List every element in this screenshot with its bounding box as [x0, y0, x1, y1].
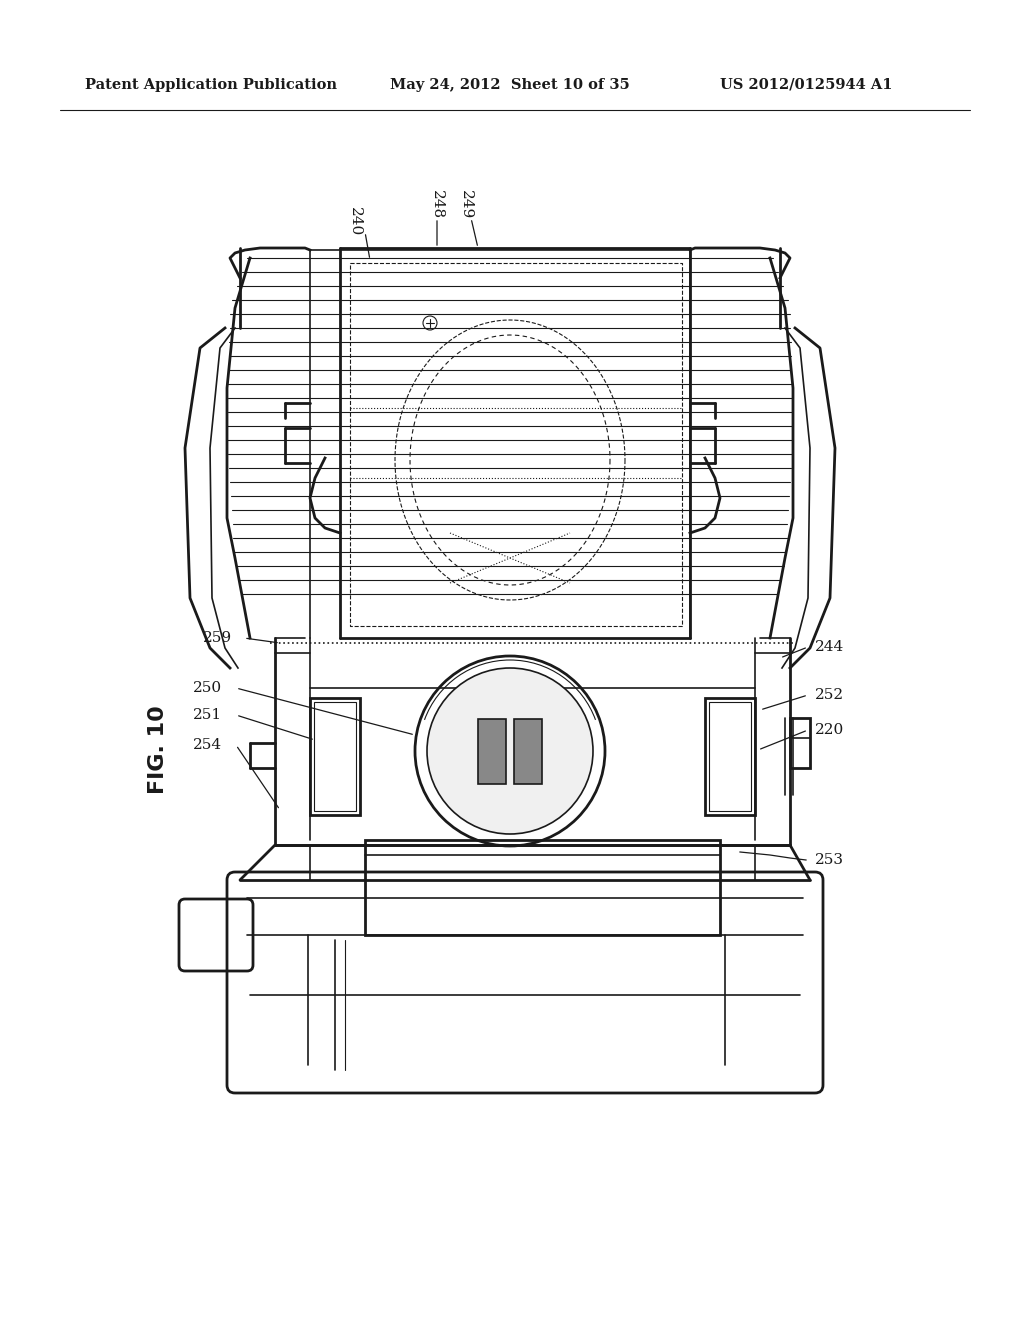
Text: FIG. 10: FIG. 10: [148, 706, 168, 795]
Text: 244: 244: [815, 640, 844, 653]
Text: 251: 251: [193, 708, 222, 722]
Text: 254: 254: [193, 738, 222, 752]
Text: 252: 252: [815, 688, 844, 702]
Text: 249: 249: [459, 190, 473, 219]
Text: Patent Application Publication: Patent Application Publication: [85, 78, 337, 92]
Bar: [514, 719, 542, 784]
Text: US 2012/0125944 A1: US 2012/0125944 A1: [720, 78, 893, 92]
Text: 220: 220: [815, 723, 844, 737]
Text: 240: 240: [348, 207, 362, 236]
Bar: [310, 698, 360, 814]
Bar: [709, 702, 751, 810]
Text: 248: 248: [430, 190, 444, 219]
Bar: [365, 840, 720, 935]
Bar: [790, 718, 810, 768]
Text: 250: 250: [193, 681, 222, 696]
Bar: [705, 698, 755, 814]
Bar: [314, 702, 356, 810]
Bar: [478, 719, 506, 784]
Text: 253: 253: [815, 853, 844, 867]
Text: 259: 259: [203, 631, 232, 645]
Text: May 24, 2012  Sheet 10 of 35: May 24, 2012 Sheet 10 of 35: [390, 78, 630, 92]
Circle shape: [427, 668, 593, 834]
